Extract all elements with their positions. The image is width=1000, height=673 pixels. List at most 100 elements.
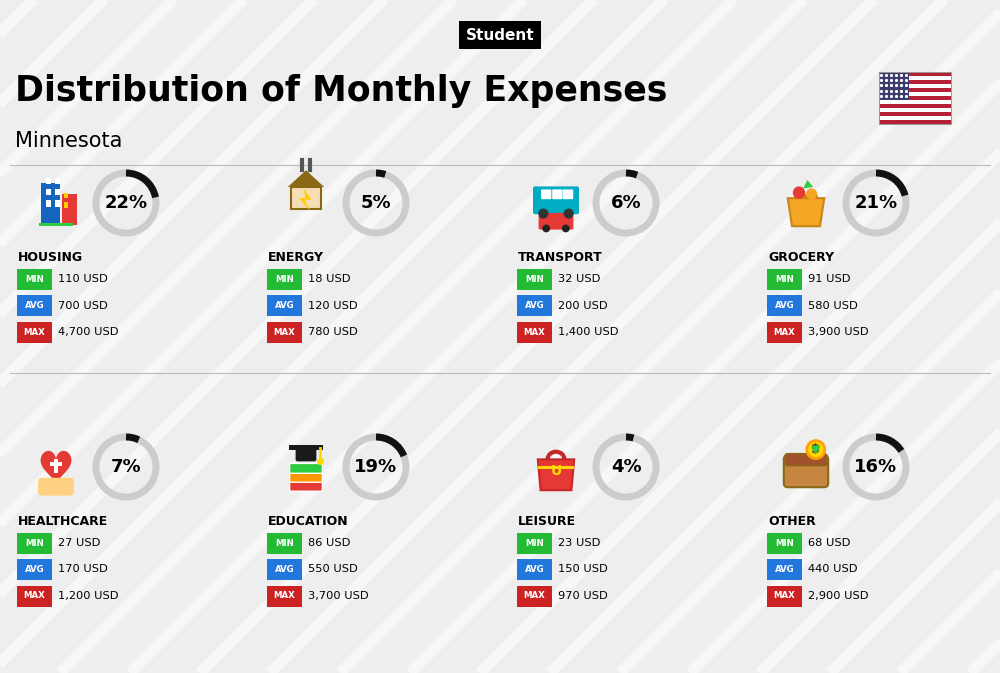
FancyBboxPatch shape <box>17 559 52 580</box>
Polygon shape <box>291 187 321 209</box>
FancyBboxPatch shape <box>17 586 52 606</box>
FancyBboxPatch shape <box>290 481 322 491</box>
Text: AVG: AVG <box>775 565 794 574</box>
FancyBboxPatch shape <box>539 213 573 229</box>
Text: 970 USD: 970 USD <box>558 591 608 601</box>
FancyBboxPatch shape <box>39 223 73 226</box>
FancyBboxPatch shape <box>767 586 802 606</box>
Text: HOUSING: HOUSING <box>18 251 83 264</box>
FancyBboxPatch shape <box>46 201 51 207</box>
Circle shape <box>806 188 817 200</box>
FancyBboxPatch shape <box>879 96 951 100</box>
Text: Student: Student <box>466 28 534 42</box>
Text: LEISURE: LEISURE <box>518 515 576 528</box>
FancyBboxPatch shape <box>517 559 552 580</box>
Text: 170 USD: 170 USD <box>58 565 108 575</box>
FancyBboxPatch shape <box>879 76 951 80</box>
FancyBboxPatch shape <box>267 295 302 316</box>
FancyBboxPatch shape <box>879 100 951 104</box>
Text: 5%: 5% <box>361 194 391 212</box>
Text: AVG: AVG <box>525 301 544 310</box>
Text: AVG: AVG <box>275 301 294 310</box>
Circle shape <box>538 209 548 219</box>
FancyBboxPatch shape <box>290 464 322 473</box>
FancyBboxPatch shape <box>38 478 74 495</box>
Text: 16%: 16% <box>854 458 898 476</box>
FancyBboxPatch shape <box>267 322 302 343</box>
FancyBboxPatch shape <box>879 104 951 108</box>
Text: 700 USD: 700 USD <box>58 301 108 310</box>
FancyBboxPatch shape <box>62 194 77 225</box>
Text: 780 USD: 780 USD <box>308 327 358 337</box>
Polygon shape <box>788 199 824 226</box>
Text: ENERGY: ENERGY <box>268 251 324 264</box>
FancyBboxPatch shape <box>767 322 802 343</box>
Polygon shape <box>299 188 312 211</box>
Text: 120 USD: 120 USD <box>308 301 358 310</box>
FancyBboxPatch shape <box>41 183 60 225</box>
Text: 18 USD: 18 USD <box>308 274 351 284</box>
Text: HEALTHCARE: HEALTHCARE <box>18 515 108 528</box>
Text: 3,700 USD: 3,700 USD <box>308 591 369 601</box>
FancyBboxPatch shape <box>517 269 552 289</box>
Text: MAX: MAX <box>274 328 295 336</box>
Text: 7%: 7% <box>111 458 141 476</box>
Circle shape <box>542 225 550 232</box>
Polygon shape <box>538 460 574 490</box>
Text: Distribution of Monthly Expenses: Distribution of Monthly Expenses <box>15 74 667 108</box>
FancyBboxPatch shape <box>267 559 302 580</box>
Text: 91 USD: 91 USD <box>808 274 850 284</box>
FancyBboxPatch shape <box>55 201 60 207</box>
Text: 23 USD: 23 USD <box>558 538 600 548</box>
Text: 68 USD: 68 USD <box>808 538 850 548</box>
Text: MIN: MIN <box>525 275 544 283</box>
FancyBboxPatch shape <box>17 532 52 553</box>
Text: 550 USD: 550 USD <box>308 565 358 575</box>
Text: MIN: MIN <box>275 275 294 283</box>
FancyBboxPatch shape <box>785 454 827 466</box>
Text: 1,200 USD: 1,200 USD <box>58 591 119 601</box>
Circle shape <box>807 441 825 458</box>
Text: MAX: MAX <box>24 592 45 600</box>
Text: 440 USD: 440 USD <box>808 565 858 575</box>
FancyBboxPatch shape <box>517 295 552 316</box>
FancyBboxPatch shape <box>64 203 68 208</box>
FancyBboxPatch shape <box>17 269 52 289</box>
FancyBboxPatch shape <box>267 532 302 553</box>
FancyBboxPatch shape <box>267 586 302 606</box>
Text: Minnesota: Minnesota <box>15 131 122 151</box>
FancyBboxPatch shape <box>50 462 62 466</box>
FancyBboxPatch shape <box>879 84 951 88</box>
Text: U: U <box>550 464 562 478</box>
FancyBboxPatch shape <box>784 456 828 487</box>
Text: 1,400 USD: 1,400 USD <box>558 327 618 337</box>
Text: AVG: AVG <box>25 301 44 310</box>
Text: MIN: MIN <box>775 275 794 283</box>
FancyBboxPatch shape <box>538 466 574 469</box>
Text: 110 USD: 110 USD <box>58 274 108 284</box>
FancyBboxPatch shape <box>879 108 951 112</box>
FancyBboxPatch shape <box>879 116 951 120</box>
FancyBboxPatch shape <box>517 586 552 606</box>
Text: MIN: MIN <box>25 538 44 548</box>
FancyBboxPatch shape <box>46 178 51 184</box>
Text: 21%: 21% <box>854 194 898 212</box>
FancyBboxPatch shape <box>55 189 60 195</box>
Text: MAX: MAX <box>524 328 545 336</box>
FancyBboxPatch shape <box>54 460 58 473</box>
FancyBboxPatch shape <box>17 322 52 343</box>
Text: MAX: MAX <box>524 592 545 600</box>
Text: MIN: MIN <box>25 275 44 283</box>
Text: AVG: AVG <box>775 301 794 310</box>
Text: 86 USD: 86 USD <box>308 538 350 548</box>
Text: 27 USD: 27 USD <box>58 538 100 548</box>
Text: 4%: 4% <box>611 458 641 476</box>
Text: MAX: MAX <box>24 328 45 336</box>
Text: 580 USD: 580 USD <box>808 301 858 310</box>
Text: 2,900 USD: 2,900 USD <box>808 591 868 601</box>
FancyBboxPatch shape <box>267 269 302 289</box>
FancyBboxPatch shape <box>879 88 951 92</box>
Text: AVG: AVG <box>525 565 544 574</box>
FancyBboxPatch shape <box>541 189 551 199</box>
Text: MAX: MAX <box>774 592 795 600</box>
